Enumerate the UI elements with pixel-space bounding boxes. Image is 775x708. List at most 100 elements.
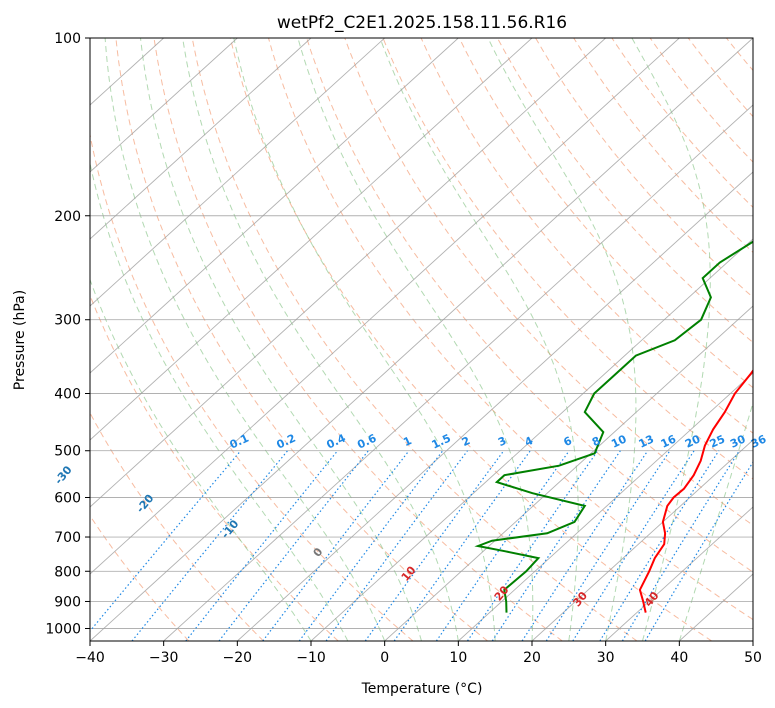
mixing-ratio-line	[131, 450, 289, 641]
mixing-ratio-line	[90, 450, 242, 632]
dry-adiabat	[115, 38, 488, 641]
mixing-ratio-label: 25	[708, 432, 727, 450]
x-tick-label: 40	[670, 650, 688, 666]
dry-adiabat	[611, 38, 753, 209]
mixing-ratio-line	[218, 450, 369, 641]
y-axis-label: Pressure (hPa)	[12, 290, 28, 390]
y-tick-label: 500	[54, 444, 81, 460]
isotherm	[90, 38, 385, 307]
isotherm	[605, 506, 753, 641]
mixing-ratio-label: 36	[749, 432, 769, 450]
isotherm	[163, 104, 753, 641]
y-tick-label: 1000	[45, 621, 81, 637]
line-labels: 0.10.20.40.611.52346810131620253036-100-…	[52, 431, 769, 609]
moist-adiabat	[297, 38, 534, 641]
isotherm	[90, 38, 606, 508]
mixing-ratio-label: 1	[401, 434, 413, 449]
x-tick-label: 20	[523, 650, 541, 666]
isotherm	[752, 640, 753, 641]
mixing-ratio-line	[466, 450, 599, 641]
dry-adiabat	[191, 38, 638, 641]
mixing-ratio-label: 30	[728, 432, 748, 450]
isotherm	[310, 238, 753, 641]
isotherm	[90, 38, 238, 173]
mixing-ratio-line	[262, 450, 410, 641]
dry-adiabat	[90, 132, 414, 641]
dry-adiabat	[90, 411, 264, 641]
isotherm	[90, 38, 753, 641]
mixing-ratio-line	[491, 450, 621, 641]
isotherm	[531, 439, 753, 641]
mixing-ratio-line	[599, 450, 720, 641]
dry-adiabat	[535, 38, 753, 298]
background-lines	[90, 38, 775, 641]
x-tick-label: −40	[75, 650, 105, 666]
mixing-ratio-line	[298, 450, 444, 641]
dry-adiabat	[726, 38, 753, 72]
x-tick-label: −30	[149, 650, 179, 666]
mixing-ratio-label: 13	[637, 432, 656, 450]
x-tick-label: −20	[223, 650, 253, 666]
axes: −40 −30 −20 −10 0 10 20 30 40 50 1000 900 800 700 600 5…	[45, 31, 762, 666]
moist-adiabat	[140, 38, 422, 641]
isotherm	[90, 38, 533, 441]
y-tick-label: 300	[54, 313, 81, 329]
moist-adiabat	[487, 38, 637, 641]
isotherm	[90, 38, 680, 575]
plot-frame	[89, 37, 754, 642]
y-tick-label: 800	[54, 564, 81, 580]
dry-adiabat	[268, 38, 753, 621]
y-tick-label: 900	[54, 594, 81, 610]
moist-adiabat	[379, 38, 579, 641]
x-tick-label: 10	[449, 650, 467, 666]
dry-adiabat	[496, 38, 753, 344]
mixing-ratio-line	[435, 450, 570, 641]
mixing-ratio-line	[621, 450, 740, 641]
mixing-ratio-line	[325, 450, 468, 641]
x-tick-label: 50	[744, 650, 762, 666]
isotherm	[90, 38, 312, 240]
y-tick-label: 200	[54, 209, 81, 225]
mixing-ratio-label: 0.4	[325, 431, 348, 451]
mixing-ratio-line	[572, 450, 695, 641]
x-tick-label: −10	[296, 650, 326, 666]
moist-adiabat	[104, 38, 386, 641]
mixing-ratio-label: 20	[683, 432, 703, 450]
y-tick-label: 700	[54, 530, 81, 546]
dry-adiabat	[765, 38, 775, 641]
mixing-ratio-label: 0.2	[275, 432, 298, 452]
dry-adiabat	[687, 38, 753, 118]
mixing-ratio-label: 16	[659, 432, 679, 450]
dry-adiabat	[90, 514, 190, 641]
mixing-ratio-line	[521, 450, 649, 641]
profiles	[474, 240, 753, 613]
x-tick-label: 0	[380, 650, 389, 666]
moist-adiabat	[678, 401, 753, 641]
isotherm	[237, 171, 753, 641]
mixing-ratio-label: 0.1	[228, 432, 251, 452]
isotherm	[458, 372, 753, 641]
x-tick-label: 30	[597, 650, 615, 666]
y-tick-label: 600	[54, 490, 81, 506]
mixing-ratio-line	[545, 450, 671, 641]
chart-title: wetPf2_C2E1.2025.158.11.56.R16	[277, 13, 567, 33]
dewpoint-profile	[474, 240, 753, 613]
y-tick-label: 100	[54, 31, 81, 47]
dry-adiabat	[306, 38, 753, 573]
dry-adiabat	[344, 38, 753, 526]
moist-adiabat	[631, 38, 711, 641]
dry-adiabat	[420, 38, 753, 434]
temperature-profile	[638, 369, 753, 613]
y-tick-label: 400	[54, 387, 81, 403]
mixing-ratio-line	[364, 450, 505, 641]
moist-adiabat	[182, 38, 459, 641]
adiabat-label: -30	[52, 463, 75, 487]
moist-adiabat	[90, 278, 312, 641]
moist-adiabat	[233, 38, 496, 641]
mixing-ratio-line	[393, 450, 531, 641]
dry-adiabat	[649, 38, 753, 163]
moist-adiabat	[90, 161, 349, 641]
mixing-ratio-label: 10	[609, 432, 629, 450]
isotherm	[90, 38, 459, 374]
